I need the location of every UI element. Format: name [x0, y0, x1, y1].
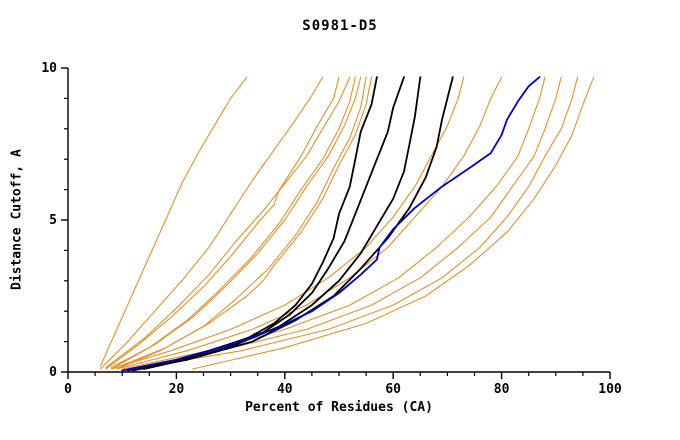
axis-lines [67, 68, 610, 373]
series-orange-09 [110, 76, 465, 370]
x-tick-label: 0 [64, 382, 72, 397]
chart-title: S0981-D5 [302, 18, 378, 34]
y-tick-label: 10 [41, 61, 57, 76]
series-orange-06 [110, 76, 362, 368]
x-tick-label: 40 [277, 382, 293, 397]
series-orange-11 [121, 76, 546, 370]
series-orange-04 [105, 76, 351, 368]
series-orange-10 [116, 76, 503, 370]
series-orange-12 [127, 76, 562, 370]
series-black-3 [137, 76, 422, 370]
x-tick-label: 60 [385, 382, 401, 397]
series-orange-13 [132, 76, 579, 370]
x-axis-label: Percent of Residues (CA) [245, 400, 433, 415]
series-black-4 [142, 76, 454, 370]
series-orange-03 [105, 76, 340, 370]
series-orange-02 [99, 76, 324, 370]
series-blue-1 [121, 76, 541, 372]
series-orange-01 [99, 76, 248, 367]
x-tick-label: 20 [169, 382, 185, 397]
series-orange-08 [116, 76, 373, 368]
series-orange-14 [192, 76, 595, 370]
y-tick-label: 5 [49, 213, 57, 228]
series-orange-07 [116, 76, 367, 370]
y-tick-label: 0 [49, 365, 57, 380]
x-tick-label: 100 [598, 382, 622, 397]
series-orange-05 [110, 76, 356, 370]
x-tick-label: 80 [494, 382, 510, 397]
